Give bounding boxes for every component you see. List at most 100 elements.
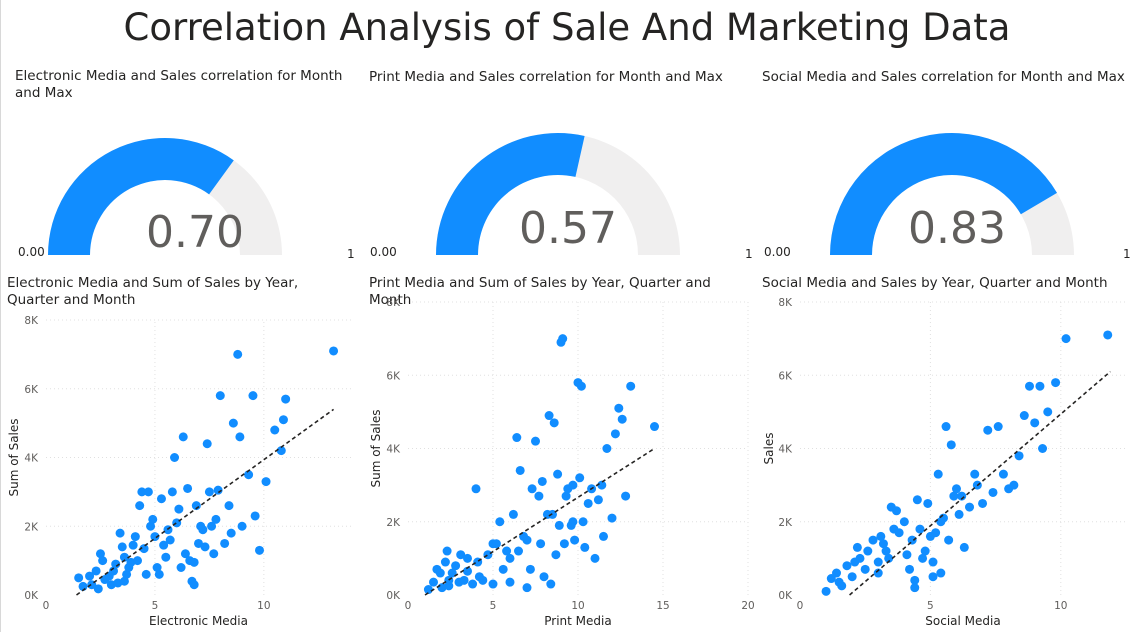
scatter-point[interactable] <box>191 501 201 511</box>
scatter-point[interactable] <box>546 579 556 589</box>
scatter-point[interactable] <box>226 528 236 538</box>
scatter-point[interactable] <box>863 546 873 556</box>
scatter-point[interactable] <box>478 575 488 585</box>
scatter-point[interactable] <box>117 542 127 552</box>
scatter-point[interactable] <box>204 487 214 497</box>
scatter-point[interactable] <box>440 557 450 567</box>
scatter-point[interactable] <box>468 579 478 589</box>
scatter-point[interactable] <box>621 491 631 501</box>
scatter-point[interactable] <box>568 480 578 490</box>
scatter-point[interactable] <box>115 528 125 538</box>
scatter-point[interactable] <box>1014 451 1024 461</box>
scatter-point[interactable] <box>207 521 217 531</box>
scatter-point[interactable] <box>575 473 585 483</box>
scatter-point[interactable] <box>281 394 291 404</box>
scatter-point[interactable] <box>894 528 904 538</box>
scatter-point[interactable] <box>539 572 549 582</box>
scatter-point[interactable] <box>150 532 160 542</box>
scatter-point[interactable] <box>933 469 943 479</box>
scatter-point[interactable] <box>233 349 243 359</box>
scatter-point[interactable] <box>130 532 140 542</box>
scatter-point[interactable] <box>1025 381 1035 391</box>
scatter-point[interactable] <box>224 501 234 511</box>
scatter-point[interactable] <box>650 422 659 432</box>
scatter-point[interactable] <box>119 552 129 562</box>
scatter-point[interactable] <box>910 575 920 585</box>
scatter-point[interactable] <box>837 581 847 591</box>
scatter-point[interactable] <box>957 491 967 501</box>
scatter-point[interactable] <box>832 568 842 578</box>
scatter-point[interactable] <box>583 498 593 508</box>
scatter-point[interactable] <box>881 546 891 556</box>
scatter-point[interactable] <box>165 535 175 545</box>
scatter-point[interactable] <box>235 432 245 442</box>
scatter-point[interactable] <box>228 418 238 428</box>
scatter-point[interactable] <box>198 525 208 535</box>
scatter-point[interactable] <box>209 549 219 559</box>
scatter-point[interactable] <box>1009 480 1019 490</box>
scatter-point[interactable] <box>578 517 588 527</box>
scatter-point[interactable] <box>905 564 915 574</box>
scatter-point[interactable] <box>512 433 522 443</box>
scatter-point[interactable] <box>109 566 119 576</box>
scatter-point[interactable] <box>842 561 852 571</box>
scatter-point[interactable] <box>167 487 177 497</box>
scatter-point[interactable] <box>237 521 247 531</box>
scatter-point[interactable] <box>847 572 857 582</box>
scatter-point[interactable] <box>959 542 969 552</box>
scatter-point[interactable] <box>491 539 501 549</box>
scatter-point[interactable] <box>522 535 532 545</box>
scatter-point[interactable] <box>860 564 870 574</box>
scatter-point[interactable] <box>855 553 865 563</box>
scatter-point[interactable] <box>495 517 505 527</box>
scatter-point[interactable] <box>423 585 433 595</box>
scatter-point[interactable] <box>918 553 928 563</box>
scatter-point[interactable] <box>1019 411 1029 421</box>
scatter-point[interactable] <box>954 509 964 519</box>
scatter-point[interactable] <box>607 513 617 523</box>
scatter-point[interactable] <box>941 422 951 432</box>
scatter-point[interactable] <box>951 484 961 494</box>
scatter-point[interactable] <box>514 546 523 556</box>
scatter-point[interactable] <box>938 513 948 523</box>
scatter-point[interactable] <box>505 577 515 587</box>
scatter-point[interactable] <box>146 521 156 531</box>
scatter-point[interactable] <box>912 495 922 505</box>
scatter-point[interactable] <box>515 465 525 475</box>
scatter-point[interactable] <box>988 487 998 497</box>
scatter-point[interactable] <box>868 535 878 545</box>
scatter-point[interactable] <box>561 491 571 501</box>
scatter-point[interactable] <box>442 546 452 556</box>
scatter-point[interactable] <box>559 539 569 549</box>
scatter-point[interactable] <box>137 487 147 497</box>
scatter-point[interactable] <box>965 502 975 512</box>
scatter-point[interactable] <box>597 480 607 490</box>
scatter-point[interactable] <box>133 556 142 566</box>
scatter-point[interactable] <box>95 549 105 559</box>
scatter-point[interactable] <box>154 569 164 579</box>
scatter-point[interactable] <box>580 542 590 552</box>
scatter-point[interactable] <box>928 557 938 567</box>
scatter-point[interactable] <box>902 550 912 560</box>
scatter-point[interactable] <box>554 520 564 530</box>
scatter-point[interactable] <box>143 487 153 497</box>
scatter-point[interactable] <box>537 476 547 486</box>
scatter-point[interactable] <box>180 549 190 559</box>
gauge-social[interactable]: 0.83 0.00 1 <box>755 100 1134 265</box>
scatter-point[interactable] <box>91 566 101 576</box>
scatter-point[interactable] <box>1043 407 1053 417</box>
scatter-point[interactable] <box>998 469 1008 479</box>
scatter-point[interactable] <box>261 477 271 487</box>
scatter-point[interactable] <box>456 550 466 560</box>
scatter-point[interactable] <box>1030 418 1040 428</box>
scatter-point[interactable] <box>873 568 883 578</box>
scatter-point[interactable] <box>128 540 138 550</box>
scatter-point[interactable] <box>463 553 472 563</box>
scatter-social[interactable]: 0K 2K 4K 6K 8K 0 5 10 Social Media Sales <box>755 290 1134 632</box>
scatter-point[interactable] <box>156 494 166 504</box>
scatter-point[interactable] <box>202 439 212 449</box>
gauge-print[interactable]: 0.57 0.00 1 <box>370 100 755 265</box>
scatter-point[interactable] <box>1061 334 1071 344</box>
scatter-point[interactable] <box>522 583 532 593</box>
scatter-point[interactable] <box>451 561 461 571</box>
